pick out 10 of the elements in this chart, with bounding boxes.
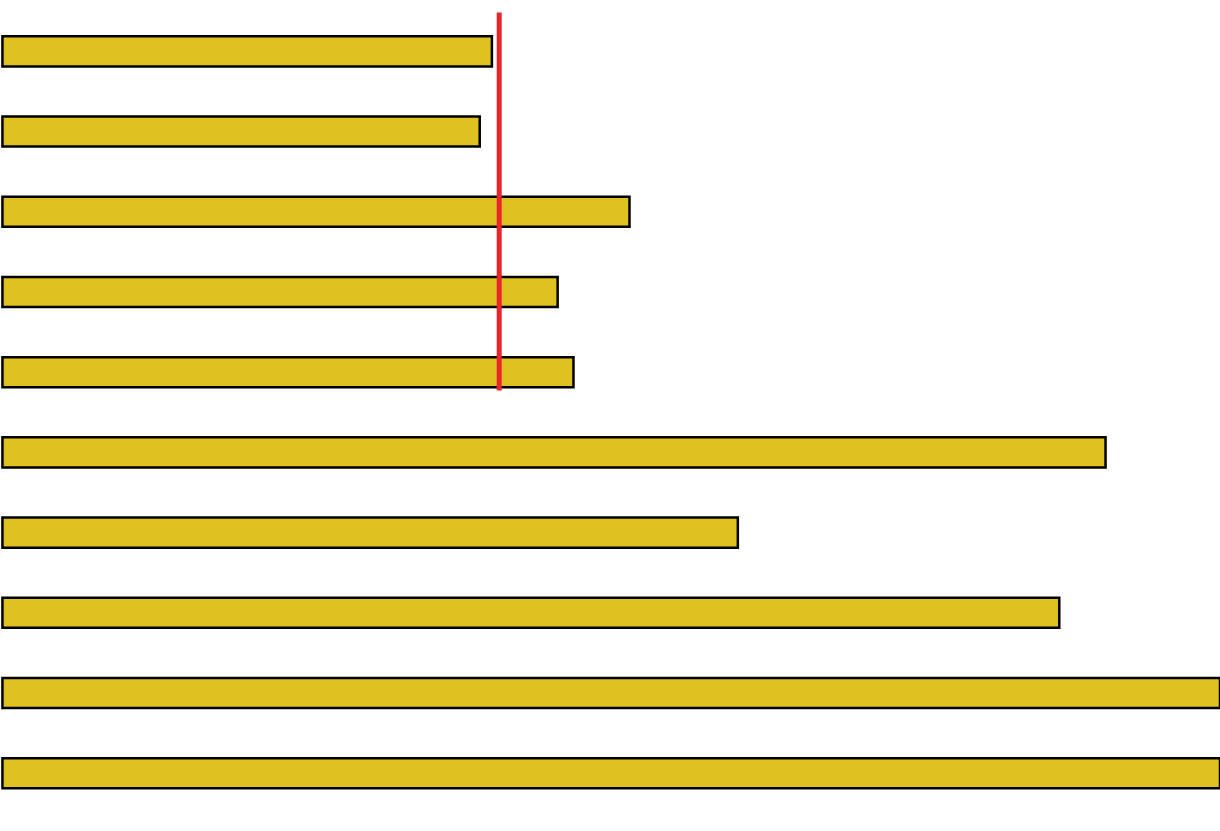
bar <box>1 115 481 148</box>
bar <box>1 676 1220 710</box>
bar <box>1 195 631 229</box>
bar <box>1 355 575 389</box>
bar <box>1 516 740 549</box>
bar <box>1 436 1107 469</box>
bar <box>1 756 1220 790</box>
bar <box>1 275 559 309</box>
bar <box>1 596 1061 630</box>
bar <box>1 35 494 68</box>
